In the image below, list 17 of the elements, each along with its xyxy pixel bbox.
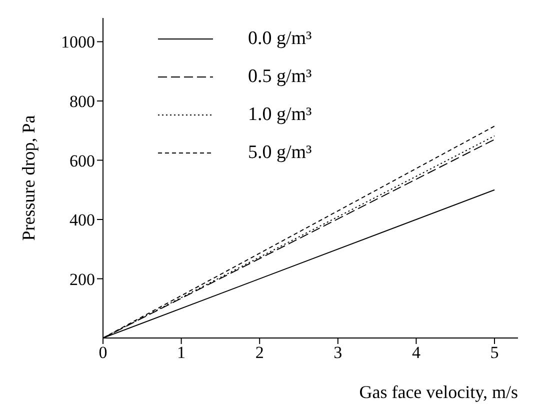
y-tick-label: 600	[70, 151, 95, 170]
y-tick-label: 800	[70, 92, 95, 111]
y-tick-label: 400	[70, 210, 95, 230]
x-axis-title: Gas face velocity, m/s	[359, 382, 518, 402]
y-tick-label: 1000	[61, 32, 95, 52]
y-tick-label: 200	[70, 270, 95, 289]
x-tick-label: 3	[334, 343, 342, 362]
x-tick-label: 5	[490, 343, 499, 362]
x-tick-label: 1	[177, 343, 186, 362]
legend-label: 0.0 g/m³	[248, 28, 312, 50]
legend-label: 5.0 g/m³	[248, 142, 312, 164]
x-tick-label: 2	[255, 343, 264, 362]
legend-label: 1.0 g/m³	[248, 104, 312, 126]
x-tick-label: 4	[412, 343, 421, 362]
x-tick-label: 0	[98, 343, 108, 362]
y-axis-title: Pressure drop, Pa	[18, 115, 38, 241]
legend-label: 0.5 g/m³	[248, 66, 312, 88]
